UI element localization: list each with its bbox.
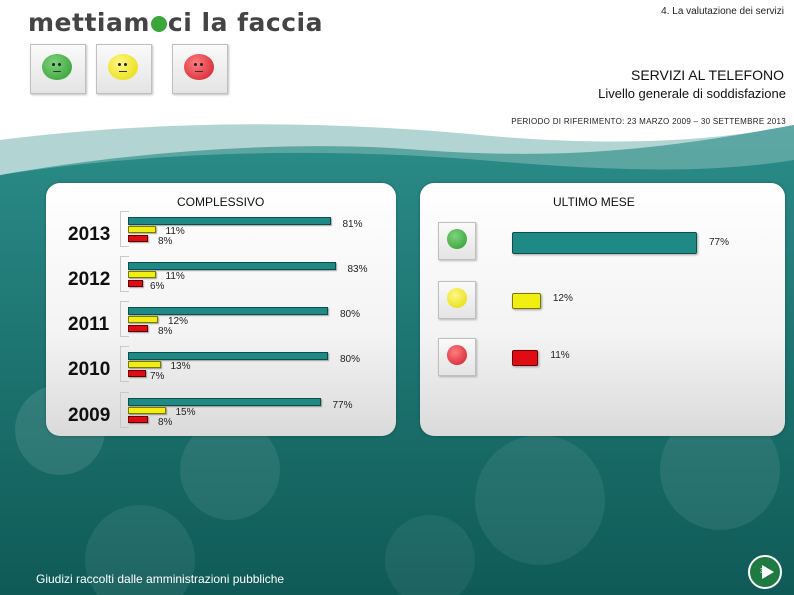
overall-chart-title: COMPLESSIVO	[177, 195, 265, 209]
last-month-chart-panel	[420, 183, 785, 436]
label-yellow-2012: 11%	[165, 271, 185, 282]
month-label-yellow: 12%	[552, 293, 573, 304]
label-yellow-2010: 13%	[170, 361, 191, 372]
header: mettiam ci la faccia 4. La valutazione de…	[0, 0, 794, 150]
month-bar-yellow	[512, 293, 541, 309]
row-bracket	[120, 392, 129, 428]
legend-yellow-face	[96, 44, 152, 94]
legend-green-face	[30, 44, 86, 94]
label-red-2013: 8%	[158, 236, 173, 247]
green-face-icon	[42, 54, 72, 80]
bar-green-2013	[128, 217, 331, 225]
page-subtitle: Livello generale di soddisfazione	[598, 86, 786, 101]
row-bracket	[120, 256, 129, 292]
bar-yellow-2009	[128, 407, 166, 414]
label-green-2011: 80%	[340, 309, 361, 320]
year-label-2012: 2012	[68, 269, 111, 290]
bar-yellow-2013	[128, 226, 156, 233]
bar-red-2009	[128, 416, 148, 423]
red-face-icon	[184, 54, 214, 80]
month-label-green: 77%	[709, 237, 730, 248]
month-bar-green	[512, 232, 697, 254]
footer-note: Giudizi raccolti dalle amministrazioni p…	[36, 572, 285, 586]
reference-period: PERIODO DI RIFERIMENTO: 23 MARZO 2009 – …	[511, 117, 786, 126]
label-green-2013: 81%	[342, 219, 363, 230]
bar-red-2011	[128, 325, 148, 332]
logo-face-icon	[150, 16, 167, 32]
year-label-2009: 2009	[68, 405, 111, 426]
page-number: 30	[760, 568, 768, 575]
bar-red-2012	[128, 280, 143, 287]
row-yellow-face	[438, 281, 476, 319]
bar-yellow-2010	[128, 361, 161, 368]
yellow-face-icon	[108, 54, 138, 80]
bar-yellow-2012	[128, 271, 156, 278]
label-red-2010: 7%	[150, 371, 165, 382]
label-red-2009: 8%	[158, 417, 173, 428]
green-face-icon	[447, 229, 467, 249]
label-green-2012: 83%	[347, 264, 368, 275]
bar-green-2009	[128, 398, 321, 406]
row-red-face	[438, 338, 476, 376]
page-title: SERVIZI AL TELEFONO	[630, 67, 784, 83]
bar-green-2010	[128, 352, 328, 360]
year-label-2013: 2013	[68, 224, 111, 245]
year-label-2011: 2011	[68, 314, 110, 335]
row-bracket	[120, 211, 129, 247]
section-label: 4. La valutazione dei servizi	[661, 6, 784, 17]
row-green-face	[438, 222, 476, 260]
bar-red-2013	[128, 235, 148, 242]
year-label-2010: 2010	[68, 359, 111, 380]
bar-green-2011	[128, 307, 328, 315]
label-green-2009: 77%	[332, 400, 353, 411]
month-label-red: 11%	[550, 350, 570, 361]
bar-yellow-2011	[128, 316, 158, 323]
label-yellow-2011: 12%	[168, 316, 189, 327]
label-red-2012: 6%	[150, 281, 165, 292]
row-bracket	[120, 346, 129, 382]
label-red-2011: 8%	[158, 326, 173, 337]
last-month-chart-title: ULTIMO MESE	[553, 195, 635, 209]
label-yellow-2009: 15%	[175, 407, 196, 418]
red-face-icon	[447, 345, 467, 365]
month-bar-red	[512, 350, 539, 366]
label-yellow-2013: 11%	[165, 226, 185, 237]
row-bracket	[120, 301, 129, 337]
bar-red-2010	[128, 370, 146, 377]
legend-red-face	[172, 44, 228, 94]
label-green-2010: 80%	[340, 354, 361, 365]
next-slide-button[interactable]	[748, 555, 782, 589]
logo: mettiam ci la faccia	[28, 8, 323, 37]
bar-green-2012	[128, 262, 336, 270]
yellow-face-icon	[447, 288, 467, 308]
